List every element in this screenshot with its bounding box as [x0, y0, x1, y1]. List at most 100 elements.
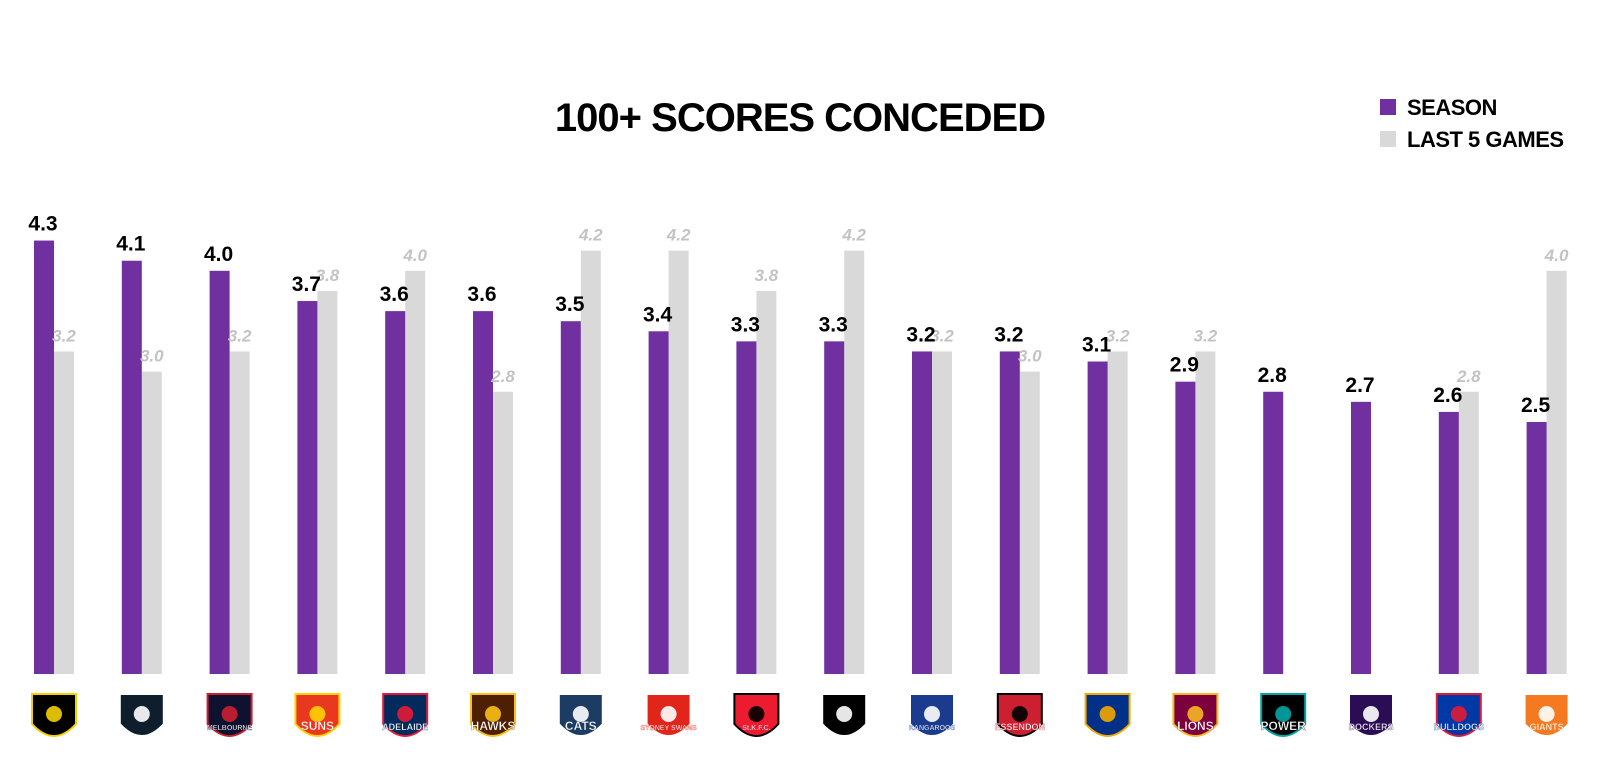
- st-kilda-logo: St.K.F.C.: [733, 693, 780, 737]
- data-label-last-5-games: 3.0: [140, 347, 164, 366]
- data-label-season: 2.6: [1433, 384, 1462, 407]
- carlton-logo: [118, 693, 165, 737]
- data-label-season: 4.3: [28, 213, 57, 236]
- data-label-season: 3.3: [731, 313, 760, 336]
- bar-season: [297, 301, 318, 674]
- west-coast-eagles-logo: [1084, 693, 1131, 737]
- essendon-logo: ESSENDON: [994, 693, 1046, 737]
- bar-season: [34, 240, 54, 674]
- melbourne-emblem-mark: [221, 706, 238, 722]
- team-logos: MELBOURNE SUNS ADELAIDE HAWKS CATS SYDNEY SWA…: [31, 693, 1570, 737]
- bar-last-5-games: [493, 391, 513, 674]
- fremantle-dockers-logo: DOCKERS: [1348, 693, 1394, 737]
- port-adelaide-power-emblem-mark: [1275, 706, 1292, 722]
- bar-last-5-games: [756, 290, 777, 674]
- data-label-last-5-games: 2.8: [490, 367, 515, 386]
- western-bulldogs-emblem-mark: [1450, 706, 1467, 722]
- geelong-cats-wordmark: CATS: [565, 719, 597, 733]
- bar-season: [912, 351, 932, 674]
- bar-season: [1351, 401, 1371, 674]
- bar-last-5-games: [932, 351, 952, 674]
- data-label-season: 3.1: [1082, 334, 1112, 357]
- collingwood-emblem-mark: [836, 706, 853, 722]
- data-label-season: 2.7: [1345, 374, 1374, 397]
- data-label-last-5-games: 4.2: [666, 226, 691, 245]
- kangaroos-emblem-mark: [924, 706, 940, 722]
- legend-label-last-5-games: LAST 5 GAMES: [1407, 127, 1564, 152]
- port-adelaide-power-wordmark: POWER: [1261, 719, 1307, 733]
- data-label-last-5-games: 3.2: [1106, 326, 1130, 345]
- data-label-last-5-games: 3.8: [316, 266, 340, 285]
- hawthorn-hawks-logo: HAWKS: [470, 693, 516, 737]
- data-label-last-5-games: 4.2: [578, 226, 603, 245]
- bar-last-5-games: [405, 270, 426, 674]
- bar-season: [1263, 391, 1284, 674]
- bar-last-5-games: [668, 250, 689, 674]
- bar-last-5-games: [1019, 371, 1040, 674]
- bar-last-5-games: [580, 250, 601, 674]
- western-bulldogs-wordmark: BULLDOGS: [1434, 722, 1485, 732]
- richmond-logo: [31, 693, 77, 737]
- essendon-wordmark: ESSENDON: [995, 722, 1046, 732]
- data-label-season: 4.0: [204, 243, 233, 266]
- data-label-season: 3.7: [292, 273, 321, 296]
- essendon-emblem-mark: [1011, 706, 1028, 722]
- data-label-last-5-games: 4.0: [402, 246, 427, 265]
- sydney-swans-logo: SYDNEY SWANS: [640, 693, 697, 737]
- legend: SEASON LAST 5 GAMES: [1380, 95, 1564, 152]
- bar-last-5-games: [844, 250, 865, 674]
- legend-swatch-season: [1380, 99, 1396, 115]
- data-label-season: 3.2: [994, 323, 1023, 346]
- west-coast-eagles-emblem-mark: [1099, 706, 1116, 722]
- bar-last-5-games: [54, 351, 74, 674]
- legend-swatch-last-5-games: [1380, 131, 1396, 147]
- gold-coast-suns-logo: SUNS: [294, 693, 341, 737]
- kangaroos-logo: KANGAROOS: [909, 693, 956, 737]
- bar-last-5-games: [141, 371, 162, 674]
- hawthorn-hawks-emblem-mark: [485, 706, 501, 722]
- data-label-last-5-games: 3.2: [52, 326, 76, 345]
- carlton-emblem-mark: [133, 706, 150, 722]
- data-label-season: 4.1: [116, 233, 146, 256]
- bar-last-5-games: [1195, 351, 1216, 674]
- bar-last-5-games: [317, 290, 338, 674]
- bar-last-5-games: [1546, 270, 1567, 674]
- bar-season: [824, 341, 845, 674]
- data-label-season: 3.3: [819, 313, 848, 336]
- bar-season: [560, 321, 581, 674]
- st-kilda-emblem-mark: [748, 706, 765, 722]
- data-label-season: 3.4: [643, 303, 673, 326]
- brisbane-lions-emblem-mark: [1187, 706, 1204, 722]
- bar-season: [1526, 422, 1547, 674]
- bar-season: [473, 311, 493, 674]
- bar-season: [648, 331, 669, 674]
- data-label-season: 2.8: [1258, 364, 1288, 387]
- data-label-season: 3.5: [555, 293, 585, 316]
- geelong-cats-emblem-mark: [572, 706, 589, 722]
- data-label-last-5-games: 4.2: [841, 226, 866, 245]
- data-labels: 3.24.33.04.13.24.03.83.74.03.62.83.64.23…: [28, 213, 1569, 417]
- sydney-swans-wordmark: SYDNEY SWANS: [640, 725, 697, 732]
- sydney-swans-emblem-mark: [660, 706, 677, 722]
- adelaide-crows-emblem-mark: [397, 706, 414, 722]
- fremantle-dockers-wordmark: DOCKERS: [1348, 722, 1393, 732]
- data-label-season: 3.2: [906, 323, 935, 346]
- fremantle-dockers-emblem-mark: [1363, 706, 1379, 722]
- geelong-cats-logo: CATS: [557, 693, 604, 737]
- collingwood-logo: [821, 693, 868, 737]
- bar-season: [1438, 411, 1459, 674]
- bar-season: [1087, 361, 1108, 674]
- port-adelaide-power-logo: POWER: [1260, 693, 1307, 737]
- bar-last-5-games: [229, 351, 250, 674]
- st-kilda-wordmark: St.K.F.C.: [742, 725, 770, 732]
- brisbane-lions-logo: LIONS: [1172, 693, 1219, 737]
- gws-giants-emblem-mark: [1538, 706, 1555, 722]
- bar-season: [736, 341, 757, 674]
- bars: [34, 240, 1567, 674]
- bar-season: [209, 270, 230, 674]
- hawthorn-hawks-wordmark: HAWKS: [471, 719, 516, 733]
- data-label-last-5-games: 3.2: [1194, 326, 1218, 345]
- brisbane-lions-wordmark: LIONS: [1177, 719, 1214, 733]
- melbourne-logo: MELBOURNE: [206, 693, 253, 737]
